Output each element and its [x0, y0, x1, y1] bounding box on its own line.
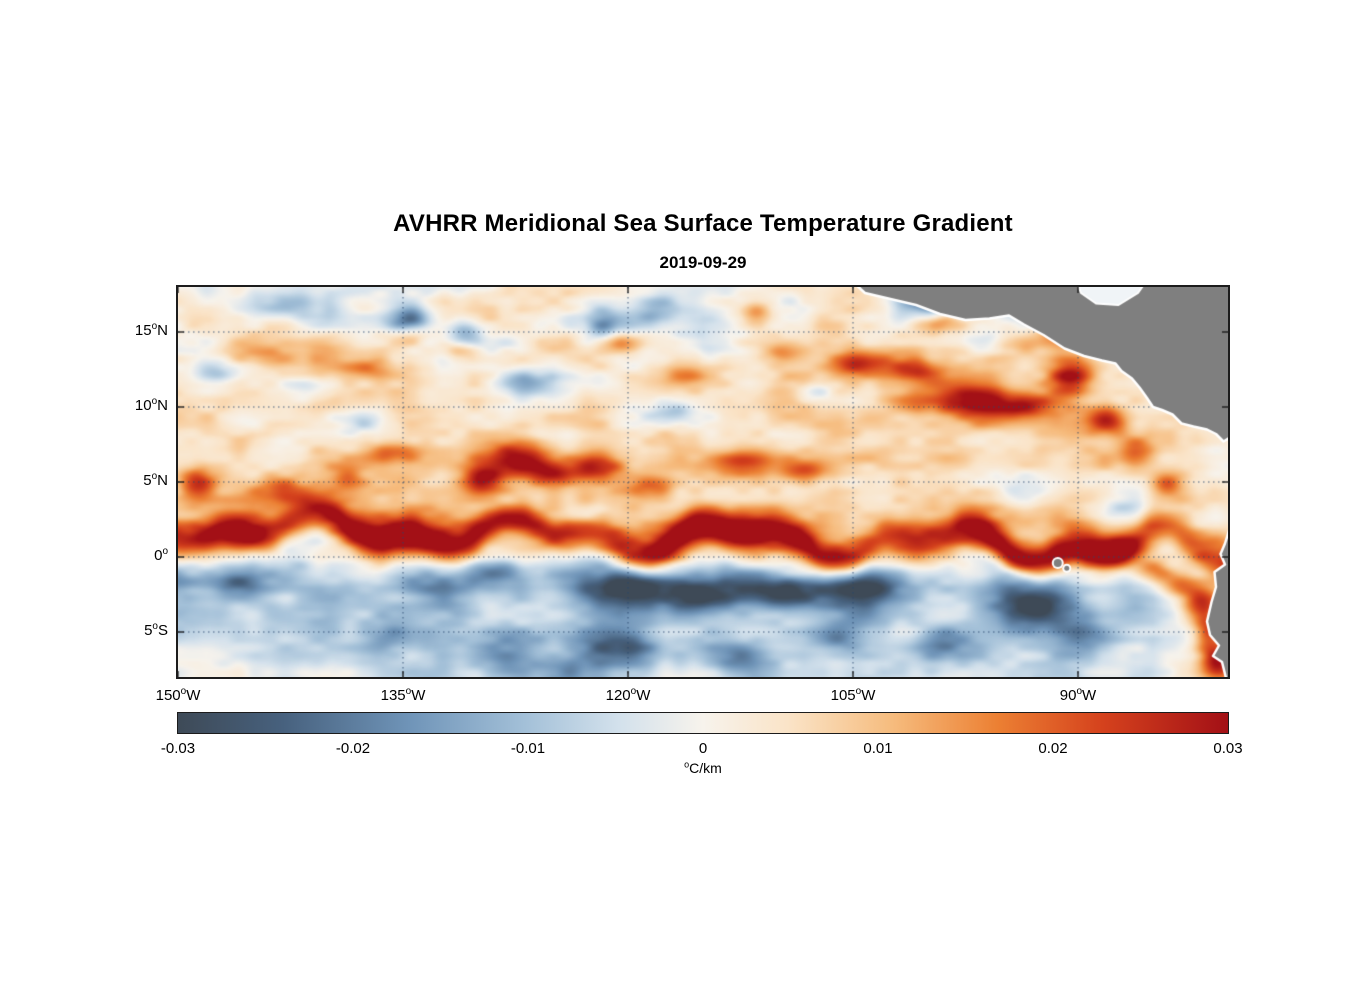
plot-area — [176, 285, 1230, 679]
figure-title: AVHRR Meridional Sea Surface Temperature… — [393, 210, 1013, 237]
figure-date: 2019-09-29 — [659, 253, 747, 272]
y-tick-label: 10oN — [134, 396, 168, 415]
y-tick-label: 15oN — [134, 321, 168, 340]
colorbar-unit-label: oC/km — [684, 759, 722, 776]
heatmap-canvas — [178, 287, 1228, 677]
colorbar-tick-label: -0.01 — [510, 740, 546, 757]
colorbar-tick-label: 0.01 — [863, 740, 893, 757]
x-tick-label: 90oW — [1059, 686, 1097, 705]
colorbar-tick-label: 0 — [698, 740, 708, 757]
colorbar-tick-label: -0.02 — [335, 740, 371, 757]
colorbar-tick-label: 0.02 — [1038, 740, 1068, 757]
colorbar-tick-label: 0.03 — [1213, 740, 1243, 757]
x-tick-label: 120oW — [605, 686, 651, 705]
colorbar — [177, 712, 1229, 734]
x-tick-label: 150oW — [155, 686, 201, 705]
y-tick-label: 0o — [154, 546, 168, 565]
colorbar-gradient — [178, 713, 1228, 733]
y-tick-label: 5oS — [144, 621, 168, 640]
y-tick-label: 5oN — [143, 471, 168, 490]
x-tick-label: 105oW — [830, 686, 876, 705]
colorbar-tick-label: -0.03 — [160, 740, 196, 757]
x-tick-label: 135oW — [380, 686, 426, 705]
